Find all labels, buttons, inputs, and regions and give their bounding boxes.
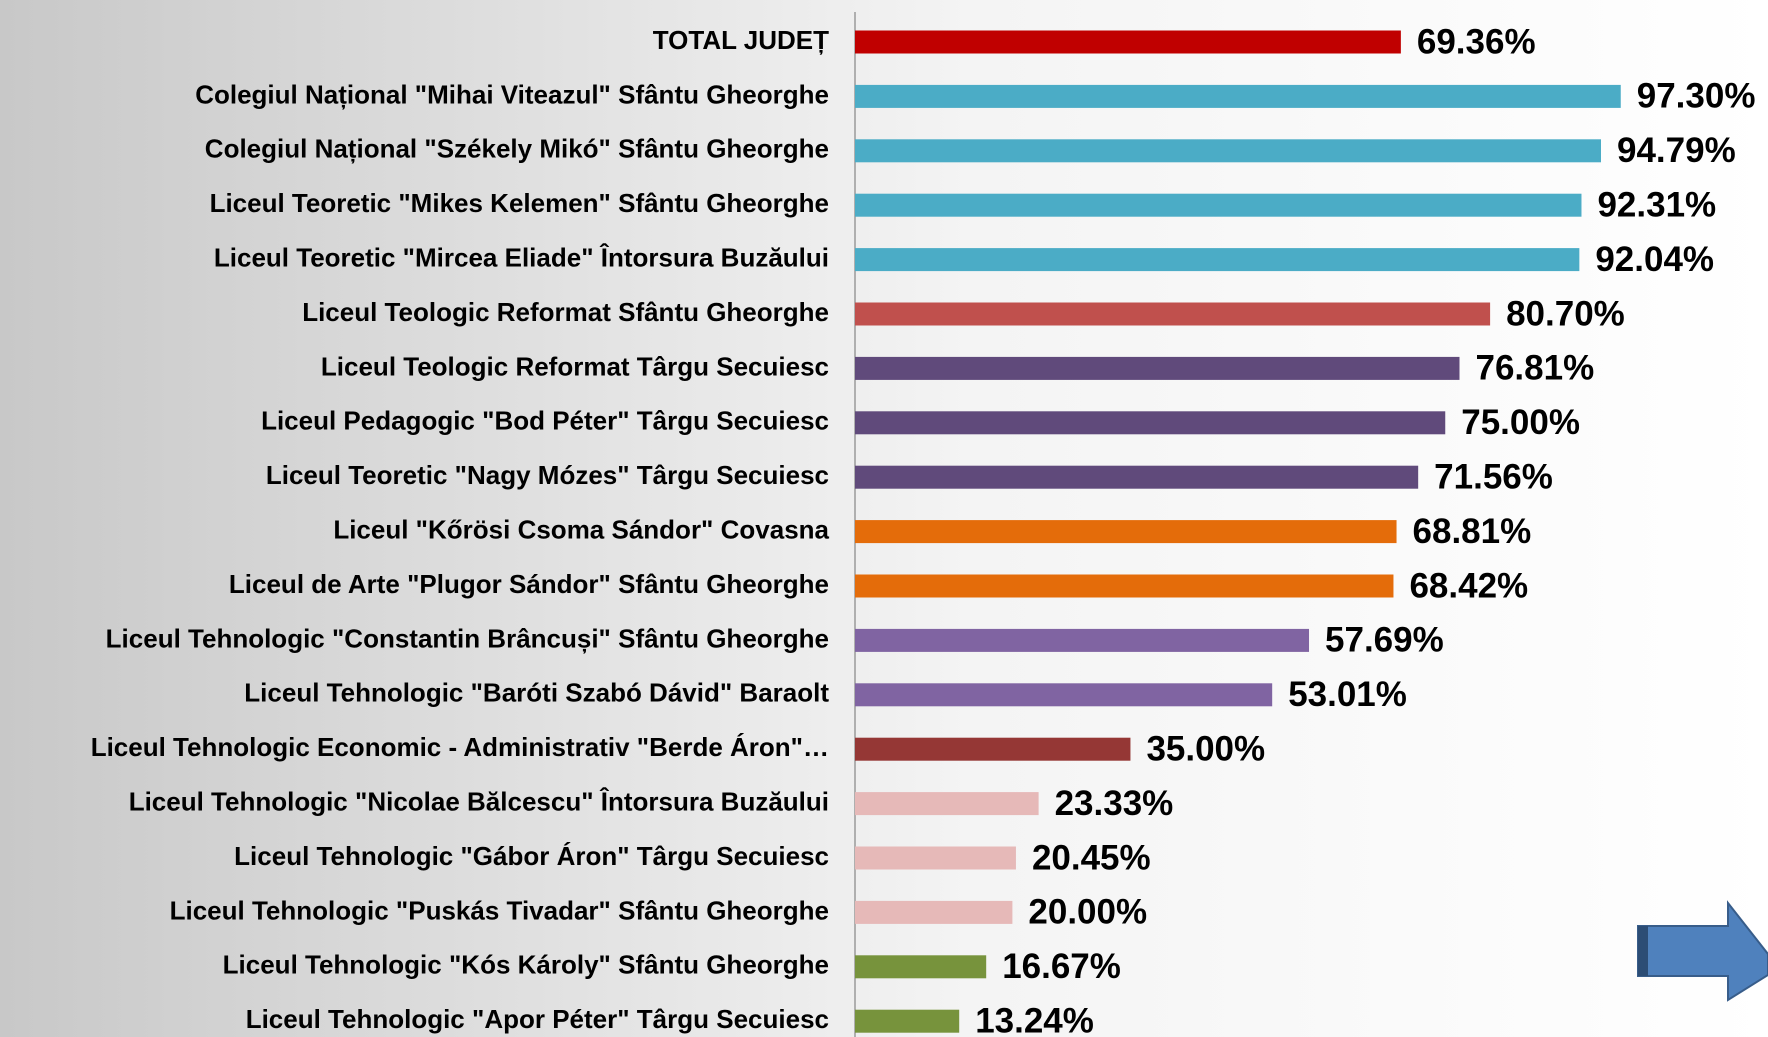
bar: [855, 302, 1491, 326]
category-label: Liceul Pedagogic "Bod Péter" Târgu Secui…: [261, 406, 829, 436]
value-label: 16.67%: [1002, 947, 1121, 986]
next-arrow[interactable]: [1637, 900, 1768, 1002]
arrow-edge[interactable]: [1638, 926, 1648, 976]
value-label: 23.33%: [1055, 784, 1174, 823]
bar: [855, 84, 1621, 108]
category-label: Liceul Teologic Reformat Târgu Secuiesc: [321, 351, 829, 381]
category-label: Liceul Teologic Reformat Sfântu Gheorghe: [302, 297, 829, 327]
bar: [855, 411, 1446, 435]
bar: [855, 574, 1394, 598]
value-label: 71.56%: [1434, 457, 1553, 496]
bar: [855, 193, 1582, 217]
bar: [855, 955, 987, 979]
bar: [855, 520, 1397, 544]
bar: [855, 248, 1580, 272]
category-label: Liceul Teoretic "Mircea Eliade" Întorsur…: [214, 242, 829, 272]
value-label: 94.79%: [1617, 131, 1736, 170]
category-label: Colegiul Național "Székely Mikó" Sfântu …: [205, 134, 829, 164]
category-label: Liceul Tehnologic "Kós Károly" Sfântu Gh…: [223, 950, 829, 980]
bar: [855, 465, 1419, 489]
arrow-shape[interactable]: [1637, 900, 1768, 1002]
value-label: 80.70%: [1506, 294, 1625, 333]
value-label: 69.36%: [1417, 22, 1536, 61]
category-label: Liceul Teoretic "Nagy Mózes" Târgu Secui…: [266, 460, 829, 490]
value-label: 97.30%: [1637, 77, 1756, 116]
bar: [855, 139, 1601, 163]
category-label: Liceul Tehnologic "Baróti Szabó Dávid" B…: [244, 678, 829, 708]
value-label: 75.00%: [1461, 403, 1580, 442]
bar: [855, 792, 1039, 816]
bar: [855, 1009, 960, 1033]
category-label: TOTAL JUDEȚ: [653, 25, 829, 55]
category-label: Liceul Tehnologic "Constantin Brâncuși" …: [106, 623, 829, 653]
value-label: 20.45%: [1032, 838, 1151, 877]
bar: [855, 356, 1460, 380]
value-label: 35.00%: [1146, 729, 1265, 768]
category-label: Liceul Tehnologic "Nicolae Bălcescu" Înt…: [129, 786, 829, 816]
bar: [855, 683, 1273, 707]
category-label: Liceul "Kőrösi Csoma Sándor" Covasna: [333, 514, 829, 544]
bar: [855, 628, 1310, 652]
value-label: 92.04%: [1595, 240, 1714, 279]
value-label: 57.69%: [1325, 621, 1444, 660]
category-label: Liceul de Arte "Plugor Sándor" Sfântu Gh…: [229, 569, 829, 599]
bar: [855, 846, 1016, 870]
value-label: 53.01%: [1288, 675, 1407, 714]
value-label: 68.42%: [1409, 566, 1528, 605]
bar: [855, 30, 1401, 54]
category-label: Liceul Tehnologic Economic - Administrat…: [91, 732, 829, 762]
value-label: 76.81%: [1475, 349, 1594, 388]
category-label: Liceul Tehnologic "Apor Péter" Târgu Sec…: [246, 1004, 829, 1034]
value-label: 20.00%: [1028, 893, 1147, 932]
category-label: Liceul Tehnologic "Gábor Áron" Târgu Sec…: [234, 841, 829, 871]
value-label: 13.24%: [975, 1001, 1094, 1037]
category-label: Liceul Teoretic "Mikes Kelemen" Sfântu G…: [210, 188, 829, 218]
bar: [855, 900, 1013, 924]
category-label: Liceul Tehnologic "Puskás Tivadar" Sfânt…: [170, 895, 829, 925]
value-label: 68.81%: [1413, 512, 1532, 551]
value-label: 92.31%: [1597, 185, 1716, 224]
bar: [855, 737, 1131, 761]
category-label: Colegiul Național "Mihai Viteazul" Sfânt…: [195, 79, 829, 109]
